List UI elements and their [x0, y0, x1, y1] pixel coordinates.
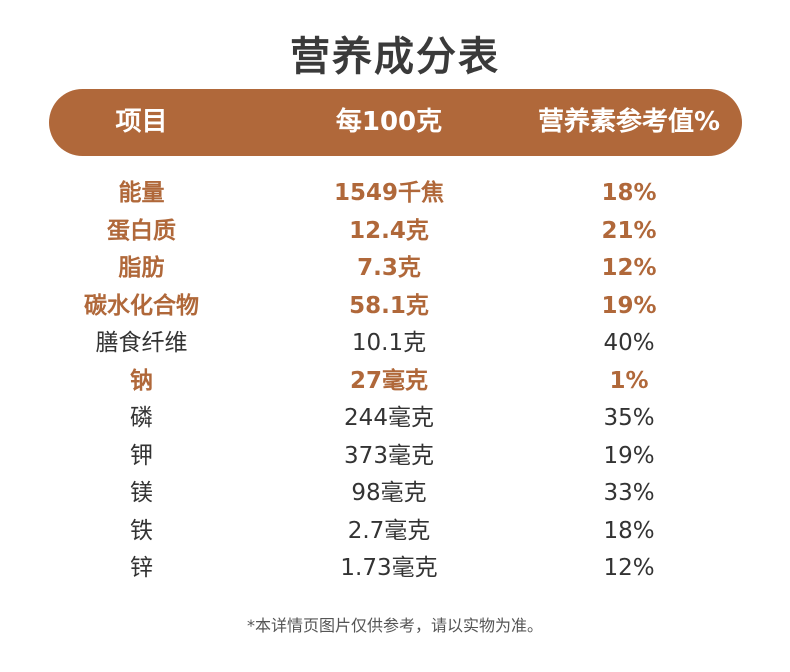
- header-item: 项目: [115, 107, 168, 137]
- nutrient-nrv: 1%: [609, 367, 649, 394]
- nutrient-nrv: 19%: [601, 292, 657, 319]
- nutrient-name: 锌: [130, 555, 153, 581]
- nutrient-nrv: 33%: [603, 480, 655, 506]
- nutrient-amount: 27毫克: [349, 367, 428, 394]
- nutrient-amount: 244毫克: [344, 405, 434, 431]
- nutrient-amount: 1.73毫克: [340, 555, 438, 581]
- nutrient-nrv: 21%: [601, 217, 657, 244]
- table-row: 脂肪 7.3克 12%: [49, 250, 742, 288]
- nutrient-nrv: 12%: [601, 255, 657, 281]
- nutrient-name: 脂肪: [118, 255, 165, 281]
- nutrient-name: 钾: [130, 442, 153, 469]
- table-row: 锌 1.73毫克 12%: [49, 550, 742, 588]
- table-row: 钾 373毫克 19%: [49, 438, 742, 476]
- nutrient-nrv: 19%: [603, 442, 655, 469]
- nutrient-nrv: 12%: [603, 555, 655, 581]
- nutrient-nrv: 18%: [603, 517, 655, 544]
- nutrient-name: 碳水化合物: [84, 292, 199, 319]
- nutrient-name: 铁: [130, 517, 153, 544]
- nutrient-nrv: 40%: [603, 330, 655, 356]
- nutrition-table-body: 能量 1549千焦 18% 蛋白质 12.4克 21% 脂肪 7.3克 12% …: [49, 175, 742, 588]
- nutrient-amount: 2.7毫克: [347, 517, 431, 544]
- header-per-100g: 每100克: [335, 107, 443, 137]
- table-row: 钠 27毫克 1%: [49, 363, 742, 401]
- nutrient-amount: 58.1克: [349, 292, 429, 319]
- table-header: 项目 每100克 营养素参考值%: [49, 89, 742, 156]
- nutrient-amount: 10.1克: [351, 330, 427, 356]
- table-row: 镁 98毫克 33%: [49, 475, 742, 513]
- nutrient-name: 蛋白质: [107, 217, 176, 244]
- nutrient-amount: 373毫克: [344, 442, 434, 469]
- table-row: 磷 244毫克 35%: [49, 400, 742, 438]
- table-row: 碳水化合物 58.1克 19%: [49, 288, 742, 326]
- page-title: 营养成分表: [290, 34, 500, 80]
- table-row: 蛋白质 12.4克 21%: [49, 213, 742, 251]
- nutrient-nrv: 18%: [601, 180, 657, 206]
- nutrient-amount: 1549千焦: [333, 180, 444, 206]
- header-nrv-percent: 营养素参考值%: [537, 107, 721, 137]
- table-row: 能量 1549千焦 18%: [49, 175, 742, 213]
- nutrient-name: 膳食纤维: [95, 330, 188, 356]
- nutrient-nrv: 35%: [603, 405, 655, 431]
- nutrient-name: 钠: [130, 367, 153, 394]
- table-row: 膳食纤维 10.1克 40%: [49, 325, 742, 363]
- nutrient-amount: 7.3克: [357, 255, 421, 281]
- nutrient-name: 镁: [130, 480, 153, 506]
- nutrient-amount: 98毫克: [351, 480, 427, 506]
- footnote: *本详情页图片仅供参考，请以实物为准。: [246, 616, 543, 635]
- nutrient-amount: 12.4克: [349, 217, 429, 244]
- nutrient-name: 能量: [118, 180, 165, 206]
- nutrient-name: 磷: [130, 405, 153, 431]
- table-row: 铁 2.7毫克 18%: [49, 513, 742, 551]
